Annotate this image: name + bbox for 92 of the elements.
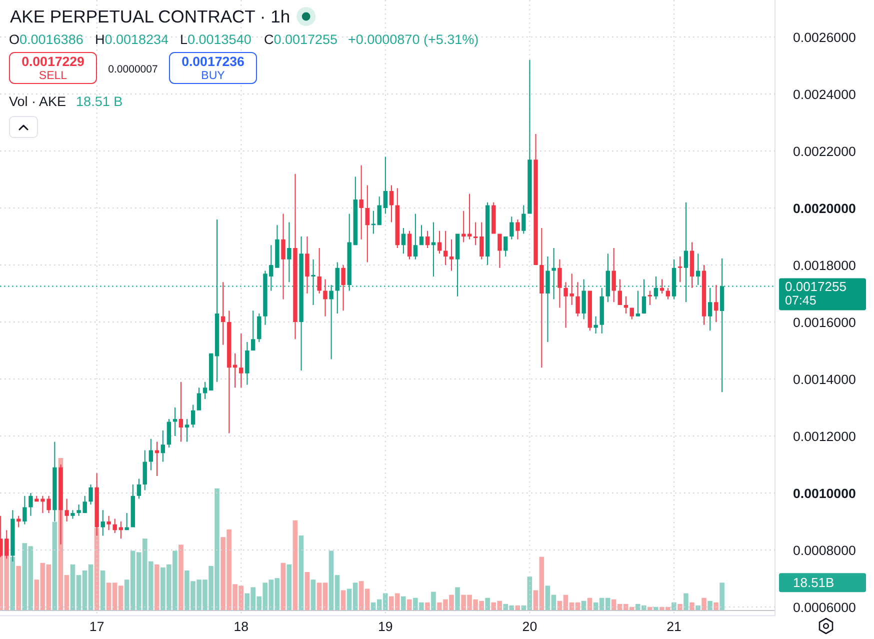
bar (678, 604, 682, 610)
bar (684, 593, 688, 610)
bar (298, 536, 304, 610)
bar (310, 580, 316, 610)
bar (16, 566, 22, 610)
annotation: H0.0018234 (95, 32, 170, 47)
text: 07:45 (785, 293, 816, 308)
bar (720, 582, 724, 610)
bar (708, 600, 712, 610)
candlestick (172, 408, 178, 436)
bar (702, 598, 706, 610)
bar (455, 587, 460, 610)
annotation: 18.51 B (76, 94, 123, 109)
candlestick (232, 353, 238, 388)
candlestick (323, 279, 328, 316)
candlestick (467, 194, 472, 240)
bar (425, 602, 430, 610)
candlestick (528, 60, 532, 214)
candlestick (462, 210, 466, 242)
candlestick (106, 516, 111, 530)
y-tick-label: 0.0022000 (793, 144, 856, 159)
y-tick-label: 0.0012000 (793, 428, 856, 444)
candlestick (431, 222, 436, 276)
x-tick-label: 17 (89, 619, 104, 634)
text: 18.51B (793, 575, 834, 590)
ref-line-label: 0.0017255 (785, 278, 846, 294)
candlestick (70, 510, 75, 519)
y-tick-label: 0.0016000 (793, 314, 856, 330)
candlestick (558, 259, 562, 308)
y-tick-label: 0.0008000 (793, 542, 856, 558)
bar (340, 590, 346, 610)
x-tick-label: 20 (522, 619, 538, 634)
candlestick (678, 256, 682, 282)
bar (304, 572, 310, 610)
bar (280, 562, 286, 610)
y-tick-label: 0.0024000 (793, 86, 856, 102)
annotation: 0.0017236 (182, 54, 244, 69)
candlestick (449, 239, 454, 271)
bar (690, 602, 694, 610)
annotation: 0.0000007 (108, 64, 158, 76)
bar (286, 564, 292, 610)
chart-title: AKE PERPETUAL CONTRACT · 1h (10, 6, 290, 26)
x-tick-label: 21 (666, 619, 682, 634)
candlestick (624, 296, 628, 314)
candlestick (154, 442, 160, 476)
chart-title: Vol · AKE (9, 94, 66, 109)
annotation: SELL (38, 70, 68, 82)
candlestick (220, 282, 226, 345)
candlestick (498, 234, 502, 268)
annotation: BUY (201, 70, 226, 82)
bar (485, 598, 490, 610)
bar (154, 564, 160, 610)
bar (52, 522, 58, 610)
bar (587, 598, 592, 610)
candlestick (184, 418, 190, 442)
y-tick-label: 0.0026000 (793, 30, 856, 45)
candlestick (594, 316, 598, 334)
y-tick-label: 0.0014000 (793, 372, 856, 387)
candlestick (473, 222, 478, 246)
y-tick-label: 0.0006000 (793, 600, 856, 615)
candlestick (239, 333, 244, 388)
candlestick (305, 236, 310, 294)
bar (654, 606, 658, 610)
bar (407, 599, 412, 610)
x-tick-label: 19 (378, 619, 393, 634)
candlestick (317, 248, 322, 294)
candlestick (287, 222, 292, 282)
candlestick (540, 228, 544, 368)
annotation: L0.0013540 (180, 32, 252, 47)
candlestick (648, 290, 652, 305)
annotation: O0.0016386 (9, 32, 84, 47)
y-tick-label: 0.0018000 (793, 258, 856, 273)
bar (696, 605, 700, 610)
bar (178, 544, 184, 610)
x-tick-label: 18 (234, 619, 249, 634)
bar (431, 592, 436, 610)
bar (400, 596, 406, 610)
bar (515, 605, 520, 610)
bar (10, 556, 15, 610)
bar (648, 606, 652, 610)
y-tick-label: 0.0020000 (793, 200, 856, 216)
bar (292, 520, 298, 610)
y-tick-label: 0.0010000 (793, 486, 856, 501)
annotation: +0.0000870 (+5.31%) (348, 32, 479, 47)
annotation: C0.0017255 (264, 32, 338, 47)
candlestick (64, 498, 69, 522)
annotation: 0.0017229 (22, 54, 84, 69)
candlestick (636, 290, 640, 316)
candlestick (281, 214, 286, 300)
candlestick (359, 165, 364, 240)
bar (100, 570, 106, 610)
bar (714, 602, 718, 610)
